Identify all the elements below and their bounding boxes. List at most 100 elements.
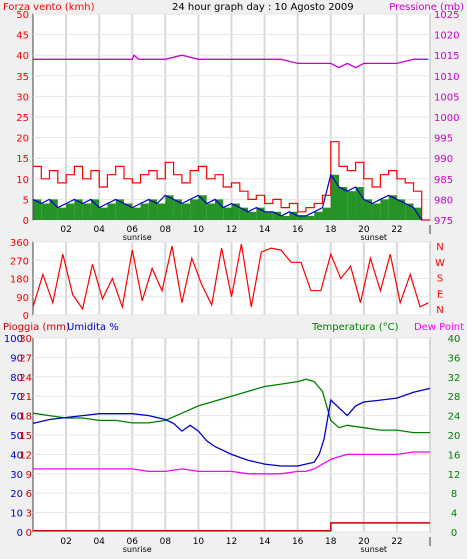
direction-grid [33,241,431,316]
humidity-tick-label: 80 [10,373,23,384]
wind-speed-bar [363,199,373,220]
temperature-tick-label: 36 [448,353,461,364]
temperature-tick-label: 8 [451,489,457,500]
rain-tick-label: 6 [26,489,32,500]
direction-tick-label: 180 [10,275,29,286]
compass-label: N [436,242,443,253]
temperature-line [32,378,430,434]
hour-tick-label: 20 [358,537,370,547]
pressure-tick-label: 1025 [434,10,459,21]
rain-tick-label: 21 [19,392,32,403]
temperature-series [32,378,431,532]
wind-speed-bar [181,203,191,220]
wind-speed-bar [66,203,75,220]
rain-tick-label: 12 [19,450,32,461]
hour-tick-label: 22 [391,225,402,235]
wind-speed-bar [396,199,406,220]
hour-tick-label: 16 [292,537,304,547]
wind-tick-label: 50 [16,10,29,21]
hour-tick-label: 20 [358,225,370,235]
wind-axes: 0510152025303540455097598098599099510001… [16,10,459,242]
wind-speed-bar [206,203,215,220]
hour-tick-label: 10 [193,537,205,547]
wind-speed-bar [289,211,298,220]
wind-speed-bar [297,215,306,220]
hour-tick-label: 10 [193,225,205,235]
hour-tick-label: 14 [259,225,271,235]
wind-speed-bar [198,195,207,220]
wind-speed-bar [190,199,199,220]
rain-tick-label: 24 [19,373,32,384]
pressure-tick-label: 1005 [434,92,459,103]
pressure-line [33,54,429,69]
humidity-tick-label: 40 [10,450,23,461]
wind-tick-label: 10 [16,175,29,186]
hour-tick-label: 18 [325,537,337,547]
humidity-tick-label: 60 [10,412,23,423]
temperature-grid [33,337,431,533]
pressure-tick-label: 995 [434,134,453,145]
wind-tick-label: 45 [16,31,29,42]
hour-tick-label: 14 [259,537,271,547]
temperature-tick-label: 16 [448,450,461,461]
rain-tick-label: 0 [26,528,32,539]
rain-tick-label: 27 [19,353,32,364]
wind-speed-bar [41,203,50,220]
sunset-label: sunset [360,233,387,242]
wind-grid [33,13,431,221]
temperature-axis-label: Temperatura (°C) [311,322,399,333]
humidity-tick-label: 50 [10,431,23,442]
wind-tick-label: 25 [16,113,29,124]
humidity-tick-label: 20 [10,489,23,500]
hour-tick-label: 22 [391,537,402,547]
wind-speed-bar [248,211,257,220]
wind-speed-bar [305,215,315,220]
temperature-tick-label: 12 [448,470,461,481]
rain-tick-label: 3 [26,509,32,520]
dew-axis-label: Dew Point [414,322,464,333]
pressure-tick-label: 975 [434,216,453,227]
wind-speed-bar [132,207,141,220]
wind-tick-label: 5 [23,195,29,206]
compass-label: N [436,305,443,316]
sunrise-label: sunrise [123,233,152,242]
temperature-tick-label: 28 [448,392,461,403]
chart-title: 24 hour graph day : 10 Agosto 2009 [172,2,354,13]
wind-speed-bar [272,211,282,220]
compass-label: S [437,274,443,285]
wind-tick-label: 20 [16,134,29,145]
humidity-tick-label: 100 [4,334,23,345]
hour-tick-label: 06 [127,225,139,235]
wind-speed-bar [148,199,158,220]
temperature-axes: 0102030405060708090100036912151821242730… [4,334,460,554]
wind-tick-label: 0 [23,216,29,227]
wind-speed-bar [256,207,265,220]
pressure-tick-label: 990 [434,154,453,165]
temperature-tick-label: 40 [448,334,461,345]
humidity-tick-label: 90 [10,353,23,364]
wind-tick-label: 30 [16,92,29,103]
humidity-line [32,387,431,467]
rain-tick-label: 18 [19,412,32,423]
wind-speed-bar [165,195,174,220]
compass-label: E [437,289,443,300]
hour-tick-label: 16 [292,225,304,235]
wind-speed-bar [372,203,381,220]
wind-speed-bar [33,199,42,220]
hour-tick-label: | [428,537,431,547]
wind-pressure-panel: 0510152025303540455097598098599099510001… [3,2,464,242]
wind-speed-bar [115,199,124,220]
direction-tick-label: 270 [10,256,29,267]
wind-tick-label: 40 [16,51,29,62]
hour-tick-label: 12 [226,537,237,547]
pressure-tick-label: 1020 [434,31,459,42]
wind-average-line [32,173,423,221]
wind-speed-bar [140,203,149,220]
rain-tick-label: 15 [19,431,32,442]
direction-tick-label: 360 [10,238,29,249]
pressure-tick-label: 1015 [434,51,459,62]
hour-tick-label: | [428,225,431,235]
wind-tick-label: 15 [16,154,29,165]
